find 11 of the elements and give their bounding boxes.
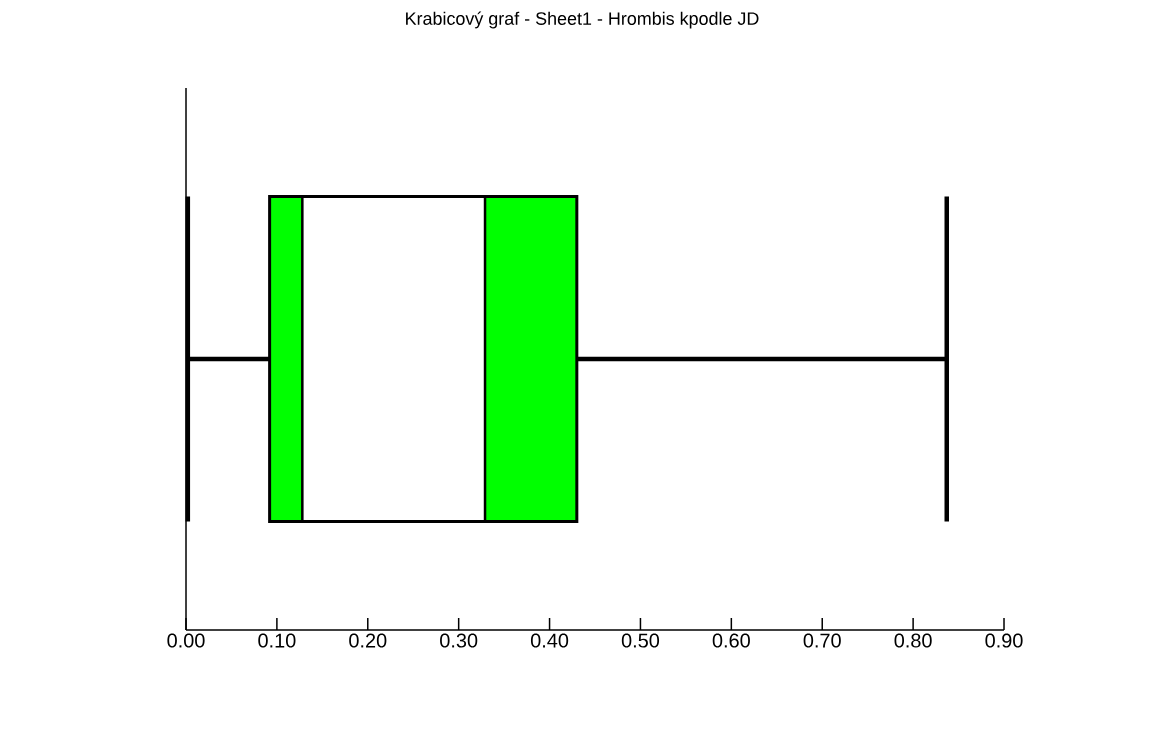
x-tick-label: 0.70: [803, 633, 841, 648]
x-tick-label: 0.80: [894, 633, 932, 648]
x-tick-label: 0.60: [712, 633, 750, 648]
x-tick-label: 0.40: [530, 633, 569, 648]
x-tick-label: 0.30: [440, 633, 478, 648]
chart-title: Krabicový graf - Sheet1 - Hrombis kpodle JD: [406, 11, 759, 29]
x-tick-label: 0.10: [258, 633, 296, 648]
x-tick-label: 0.50: [621, 633, 660, 648]
x-tick-label: 0.00: [167, 633, 205, 648]
x-tick-label: 0.90: [985, 633, 1023, 648]
x-tick-label: 0.20: [349, 633, 387, 648]
